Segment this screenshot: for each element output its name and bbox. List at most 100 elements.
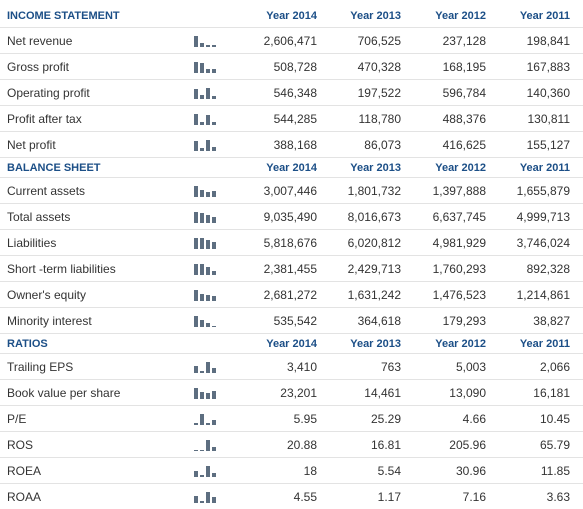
row-label: Minority interest — [7, 313, 92, 328]
value-2011: 3,746,024 — [516, 235, 570, 250]
income-statement-header: INCOME STATEMENT Year 2014 Year 2013 Yea… — [0, 5, 583, 28]
value-2011: 130,811 — [527, 111, 571, 126]
table-row: ROEA 18 5.54 30.96 11.85 — [0, 458, 583, 484]
mini-bar-chart-icon[interactable] — [194, 106, 224, 131]
value-2012: 5,003 — [455, 359, 486, 374]
balance-sheet-header: BALANCE SHEET Year 2014 Year 2013 Year 2… — [0, 158, 583, 178]
row-label: Liabilities — [7, 235, 57, 250]
value-2014: 544,285 — [273, 111, 317, 126]
value-2013: 25.29 — [370, 411, 401, 426]
year-2014-header: Year 2014 — [266, 161, 317, 174]
value-2013: 8,016,673 — [347, 209, 401, 224]
table-row: Total assets 9,035,490 8,016,673 6,637,7… — [0, 204, 583, 230]
year-2013-header: Year 2013 — [350, 161, 401, 174]
mini-bar-chart-icon[interactable] — [194, 380, 224, 405]
row-label: Total assets — [7, 209, 71, 224]
value-2013: 14,461 — [364, 385, 401, 400]
value-2013: 364,618 — [357, 313, 401, 328]
value-2014: 23,201 — [280, 385, 317, 400]
value-2013: 5.54 — [377, 463, 401, 478]
mini-bar-chart-icon[interactable] — [194, 458, 224, 483]
value-2011: 3.63 — [546, 489, 570, 504]
row-label: Current assets — [7, 183, 86, 198]
mini-bar-chart-icon[interactable] — [194, 432, 224, 457]
value-2013: 6,020,812 — [347, 235, 401, 250]
table-row: Minority interest 535,542 364,618 179,29… — [0, 308, 583, 334]
mini-bar-chart-icon[interactable] — [194, 354, 224, 379]
table-row: Liabilities 5,818,676 6,020,812 4,981,92… — [0, 230, 583, 256]
year-2012-header: Year 2012 — [435, 337, 486, 350]
row-label: Gross profit — [7, 59, 70, 74]
row-label: P/E — [7, 411, 27, 426]
mini-bar-chart-icon[interactable] — [194, 28, 224, 53]
value-2013: 1.17 — [377, 489, 401, 504]
table-row: Short -term liabilities 2,381,455 2,429,… — [0, 256, 583, 282]
mini-bar-chart-icon[interactable] — [194, 308, 224, 333]
value-2014: 9,035,490 — [263, 209, 317, 224]
value-2014: 4.55 — [293, 489, 317, 504]
value-2012: 1,397,888 — [432, 183, 486, 198]
table-row: Profit after tax 544,285 118,780 488,376… — [0, 106, 583, 132]
mini-bar-chart-icon[interactable] — [194, 406, 224, 431]
value-2014: 546,348 — [273, 85, 317, 100]
year-2011-header: Year 2011 — [519, 10, 570, 22]
mini-bar-chart-icon[interactable] — [194, 484, 224, 509]
mini-bar-chart-icon[interactable] — [194, 80, 224, 105]
value-2011: 11.85 — [540, 463, 570, 478]
value-2014: 20.88 — [286, 437, 317, 452]
mini-bar-chart-icon[interactable] — [194, 178, 224, 203]
value-2014: 5.95 — [293, 411, 317, 426]
value-2012: 596,784 — [442, 85, 486, 100]
value-2014: 5,818,676 — [263, 235, 317, 250]
row-label: ROAA — [7, 489, 42, 504]
value-2013: 197,522 — [357, 85, 401, 100]
value-2012: 168,195 — [442, 59, 486, 74]
year-2014-header: Year 2014 — [266, 10, 317, 22]
value-2012: 1,476,523 — [432, 287, 486, 302]
value-2012: 179,293 — [442, 313, 486, 328]
value-2012: 4.66 — [462, 411, 486, 426]
value-2013: 118,780 — [358, 111, 402, 126]
value-2012: 6,637,745 — [432, 209, 486, 224]
table-row: Net revenue 2,606,471 706,525 237,128 19… — [0, 28, 583, 54]
mini-bar-chart-icon[interactable] — [194, 132, 224, 157]
value-2014: 2,681,272 — [263, 287, 317, 302]
table-row: Trailing EPS 3,410 763 5,003 2,066 — [0, 354, 583, 380]
table-row: Owner's equity 2,681,272 1,631,242 1,476… — [0, 282, 583, 308]
value-2012: 7.16 — [462, 489, 486, 504]
value-2013: 763 — [380, 359, 401, 374]
value-2013: 1,631,242 — [347, 287, 401, 302]
row-label: Book value per share — [7, 385, 121, 400]
mini-bar-chart-icon[interactable] — [194, 282, 224, 307]
row-label: Net revenue — [7, 33, 73, 48]
value-2013: 2,429,713 — [347, 261, 401, 276]
mini-bar-chart-icon[interactable] — [194, 204, 224, 229]
mini-bar-chart-icon[interactable] — [194, 256, 224, 281]
value-2012: 4,981,929 — [432, 235, 486, 250]
value-2011: 1,655,879 — [516, 183, 570, 198]
year-2013-header: Year 2013 — [350, 10, 401, 22]
year-2012-header: Year 2012 — [435, 10, 486, 22]
value-2011: 892,328 — [526, 261, 570, 276]
value-2012: 416,625 — [442, 137, 486, 152]
mini-bar-chart-icon[interactable] — [194, 230, 224, 255]
value-2011: 155,127 — [526, 137, 570, 152]
value-2011: 4,999,713 — [516, 209, 570, 224]
value-2013: 706,525 — [357, 33, 401, 48]
value-2012: 13,090 — [449, 385, 486, 400]
value-2013: 16.81 — [370, 437, 401, 452]
value-2014: 508,728 — [273, 59, 317, 74]
value-2013: 86,073 — [364, 137, 401, 152]
mini-bar-chart-icon[interactable] — [194, 54, 224, 79]
value-2013: 470,328 — [357, 59, 401, 74]
year-2012-header: Year 2012 — [435, 161, 486, 174]
row-label: Short -term liabilities — [7, 261, 116, 276]
table-row: Gross profit 508,728 470,328 168,195 167… — [0, 54, 583, 80]
value-2014: 2,381,455 — [263, 261, 317, 276]
ratios-header: RATIOS Year 2014 Year 2013 Year 2012 Yea… — [0, 334, 583, 354]
value-2014: 3,410 — [286, 359, 317, 374]
value-2011: 65.79 — [539, 437, 570, 452]
value-2014: 2,606,471 — [263, 33, 317, 48]
value-2011: 38,827 — [533, 313, 570, 328]
